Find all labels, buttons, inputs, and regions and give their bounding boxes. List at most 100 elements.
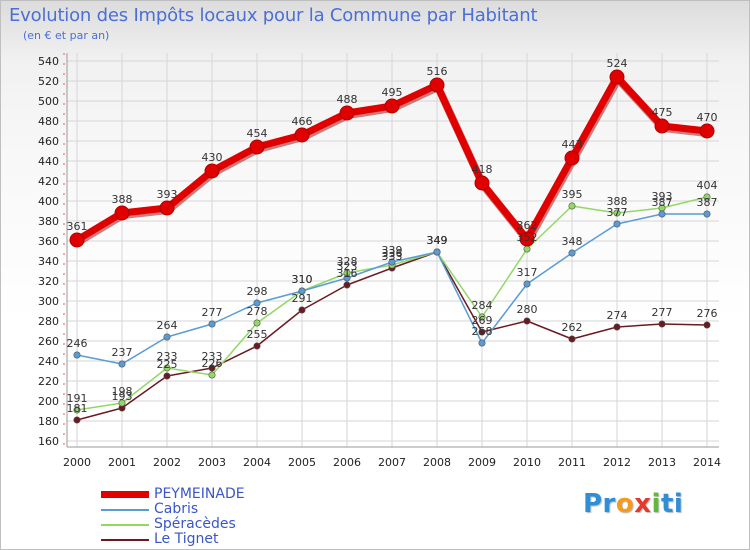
x-tick-label: 2004 — [243, 456, 271, 469]
data-label-cabris: 339 — [382, 244, 403, 257]
line-chart: 160 180 200 220 240 260 280 300 320 340 360 380 400 4… — [38, 53, 721, 469]
data-point-le-tignet — [523, 317, 531, 325]
data-point-le-tignet — [613, 323, 621, 331]
y-tick-label: 440 — [38, 155, 59, 168]
logo-letters: o — [615, 489, 635, 519]
data-label-cabris: 258 — [472, 325, 493, 338]
data-point-le-tignet — [253, 342, 261, 350]
y-tick-label: 500 — [38, 95, 59, 108]
x-tick-label: 2001 — [108, 456, 136, 469]
data-label-cabris: 349 — [427, 234, 448, 247]
legend-swatch-peymeinade — [101, 491, 149, 498]
y-tick-label: 320 — [38, 275, 59, 288]
y-tick-label: 340 — [38, 255, 59, 268]
data-point-cabris — [73, 351, 81, 359]
data-label-speracedes: 198 — [112, 385, 133, 398]
data-point-speracedes — [253, 319, 261, 327]
data-label-cabris: 317 — [517, 266, 538, 279]
data-label-le-tignet: 269 — [472, 314, 493, 327]
data-label-le-tignet: 225 — [157, 358, 178, 371]
data-point-peymeinade — [609, 69, 625, 85]
data-label-cabris: 264 — [157, 319, 178, 332]
x-tick-label: 2010 — [513, 456, 541, 469]
y-tick-label: 480 — [38, 115, 59, 128]
data-label-speracedes: 328 — [337, 255, 358, 268]
data-label-cabris: 237 — [112, 346, 133, 359]
legend-swatch-speracedes — [101, 524, 149, 526]
data-point-le-tignet — [568, 335, 576, 343]
y-tick-label: 420 — [38, 175, 59, 188]
legend-label-peymeinade: PEYMEINADE — [154, 486, 245, 502]
data-point-le-tignet — [703, 321, 711, 329]
data-point-le-tignet — [298, 306, 306, 314]
logo-letters: Pr — [583, 489, 616, 519]
data-label-cabris: 377 — [607, 206, 628, 219]
legend-swatch-le-tignet — [101, 539, 149, 541]
data-label-le-tignet: 274 — [607, 309, 628, 322]
x-tick-label: 2007 — [378, 456, 406, 469]
x-tick-label: 2006 — [333, 456, 361, 469]
data-label-speracedes: 388 — [607, 195, 628, 208]
data-label-le-tignet: 233 — [202, 350, 223, 363]
data-point-peymeinade — [204, 163, 220, 179]
data-point-cabris — [343, 274, 351, 282]
y-tick-label: 300 — [38, 295, 59, 308]
data-label-peymeinade: 470 — [697, 111, 718, 124]
data-point-cabris — [388, 258, 396, 266]
data-point-peymeinade — [519, 231, 535, 247]
data-point-cabris — [433, 248, 441, 256]
data-point-cabris — [613, 220, 621, 228]
x-tick-label: 2008 — [423, 456, 451, 469]
data-label-peymeinade: 466 — [292, 115, 313, 128]
data-label-peymeinade: 418 — [472, 163, 493, 176]
data-point-le-tignet — [73, 416, 81, 424]
data-label-speracedes: 393 — [652, 190, 673, 203]
data-point-speracedes — [703, 193, 711, 201]
data-point-speracedes — [208, 371, 216, 379]
y-tick-label: 220 — [38, 375, 59, 388]
data-label-cabris: 323 — [337, 260, 358, 273]
data-label-le-tignet: 193 — [112, 390, 133, 403]
data-label-speracedes: 226 — [202, 357, 223, 370]
data-label-speracedes: 404 — [697, 179, 718, 192]
data-label-le-tignet: 280 — [517, 303, 538, 316]
data-label-le-tignet: 333 — [382, 250, 403, 263]
data-label-speracedes: 395 — [562, 188, 583, 201]
data-label-speracedes: 278 — [247, 305, 268, 318]
data-label-peymeinade: 454 — [247, 127, 268, 140]
data-point-peymeinade — [159, 200, 175, 216]
data-point-cabris — [478, 339, 486, 347]
data-point-speracedes — [478, 313, 486, 321]
data-label-cabris: 348 — [562, 235, 583, 248]
data-point-speracedes — [523, 245, 531, 253]
data-label-peymeinade: 362 — [517, 219, 538, 232]
x-tick-label: 2014 — [693, 456, 721, 469]
data-label-peymeinade: 524 — [607, 57, 628, 70]
chart-subtitle: (en € et par an) — [23, 29, 110, 42]
legend-swatch-cabris — [101, 509, 149, 511]
data-label-peymeinade: 475 — [652, 106, 673, 119]
chart-title: Evolution des Impôts locaux pour la Comm… — [9, 5, 538, 26]
data-label-speracedes: 310 — [292, 273, 313, 286]
data-label-peymeinade: 443 — [562, 138, 583, 151]
data-label-le-tignet: 262 — [562, 321, 583, 334]
y-tick-label: 380 — [38, 215, 59, 228]
data-label-peymeinade: 388 — [112, 193, 133, 206]
data-point-cabris — [208, 320, 216, 328]
y-tick-label: 520 — [38, 75, 59, 88]
y-tick-label: 460 — [38, 135, 59, 148]
data-point-le-tignet — [658, 320, 666, 328]
data-point-le-tignet — [208, 364, 216, 372]
y-tick-label: 200 — [38, 395, 59, 408]
data-point-speracedes — [73, 406, 81, 414]
data-point-peymeinade — [564, 150, 580, 166]
data-label-peymeinade: 488 — [337, 93, 358, 106]
data-label-le-tignet: 181 — [67, 402, 88, 415]
data-point-peymeinade — [339, 105, 355, 121]
data-label-peymeinade: 516 — [427, 65, 448, 78]
data-label-speracedes: 336 — [382, 247, 403, 260]
y-tick-label: 180 — [38, 415, 59, 428]
data-label-speracedes: 349 — [427, 234, 448, 247]
logo-letters: ti — [660, 489, 684, 519]
